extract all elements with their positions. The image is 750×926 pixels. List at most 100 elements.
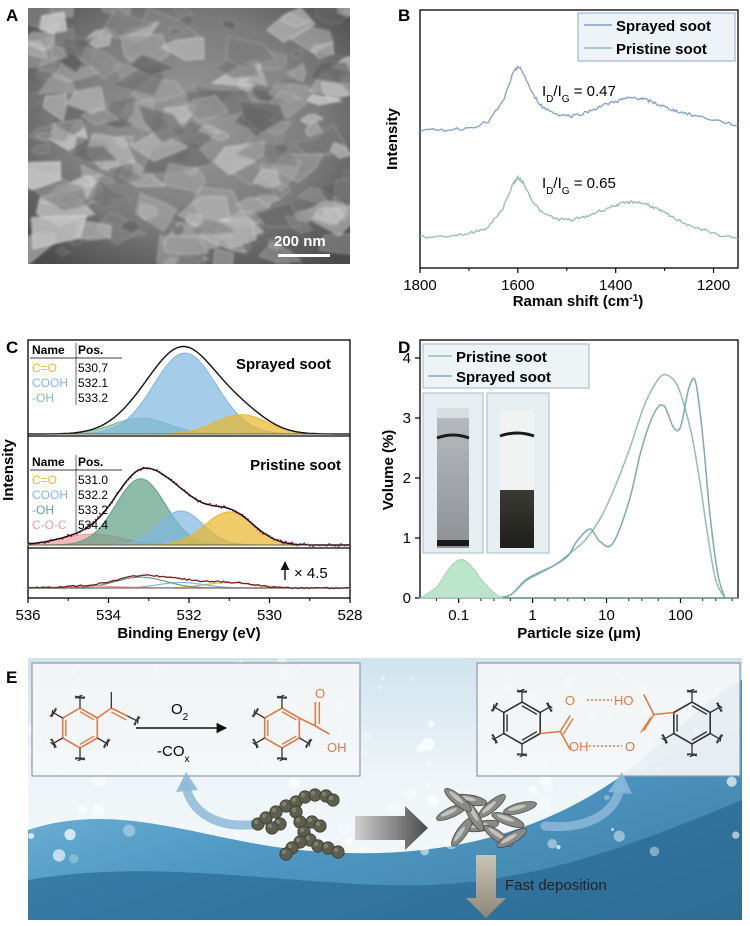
sem-flake: [198, 124, 223, 134]
spray-droplet: [380, 765, 383, 769]
sem-flake: [160, 36, 205, 61]
dimer-o-right: O: [625, 739, 635, 754]
deposition-arrow: [466, 855, 506, 918]
panel-b-xtick-label: 1200: [697, 277, 730, 294]
spray-droplet: [547, 839, 557, 849]
dimer-co: [559, 715, 571, 732]
wavy-bond: [50, 738, 57, 749]
dimer-co2: [640, 717, 652, 733]
panel-d-xlabel: Particle size (μm): [517, 625, 640, 642]
table-header-pos: Pos.: [78, 455, 103, 469]
soot-sphere: [265, 821, 279, 835]
wavy-bond: [516, 753, 528, 758]
cuvette-left-top: [437, 408, 469, 418]
ann0-d: D: [546, 94, 553, 105]
table-cell-pos: 532.2: [78, 488, 108, 502]
soot-highlight: [295, 837, 301, 843]
sem-flake: [168, 27, 186, 38]
substituent-bond: [494, 706, 505, 714]
spray-droplet: [338, 822, 352, 835]
wavy-bond: [686, 688, 698, 693]
sem-flake: [213, 248, 234, 264]
spray-droplet: [432, 818, 436, 822]
reaction-box-left: [31, 662, 361, 777]
spray-droplet: [427, 760, 432, 766]
wavy-bond: [490, 702, 499, 712]
soot-highlight: [313, 841, 319, 847]
soot-highlight: [333, 847, 339, 853]
substituent-bond: [539, 706, 550, 714]
sem-flake: [308, 61, 350, 84]
cuvette-left-liquid: [437, 410, 469, 548]
curved-arrow-right-head: [608, 772, 632, 794]
sprayed-flakes: [436, 788, 537, 848]
substituent-bond: [494, 732, 505, 740]
soot-sphere: [331, 845, 345, 859]
panel-letter-a: A: [6, 6, 19, 25]
spray-droplet: [404, 787, 417, 800]
sem-flake: [62, 36, 96, 60]
panel-c-xlabel: Binding Energy (eV): [117, 625, 260, 642]
soot-highlight: [300, 792, 306, 798]
soot-highlight: [305, 835, 311, 841]
spray-droplet: [528, 785, 538, 794]
sem-flake: [49, 44, 68, 60]
sem-flake: [28, 161, 61, 191]
legend-b-pristine: Pristine soot: [616, 41, 707, 58]
substituent-bond: [53, 712, 64, 719]
sem-flake: [68, 145, 120, 163]
spray-droplet: [378, 685, 383, 690]
sem-flake: [169, 223, 185, 238]
sem-flake: [104, 8, 156, 40]
table-cell-name: -OH: [32, 503, 54, 517]
reagent-co: -CO: [157, 743, 185, 760]
reagent-o2: O2: [171, 701, 189, 723]
spray-droplet: [556, 844, 561, 850]
table-header-name: Name: [32, 455, 65, 469]
panel-b-xtick-label: 1600: [501, 277, 534, 294]
panel-c-ylabel: Intensity: [0, 439, 17, 501]
sem-flake: [128, 53, 176, 77]
panel-letter-c: C: [6, 338, 19, 357]
sem-flake: [174, 251, 206, 264]
wavy-bond: [545, 702, 553, 713]
dimer-ho-right: HO: [614, 693, 634, 708]
carbonyl-bond: [298, 717, 316, 727]
sem-flake: [236, 83, 252, 91]
spray-droplet: [425, 782, 430, 787]
sem-flake: [106, 165, 146, 188]
sem-flake: [285, 215, 313, 234]
spray-droplet: [69, 854, 79, 864]
cuvette-right-meniscus: [499, 431, 535, 438]
sem-flake: [258, 243, 302, 262]
sem-flake: [80, 163, 106, 179]
sem-image: 200 nm: [28, 8, 350, 264]
reagent-co-sub: x: [185, 754, 190, 765]
reagent-cox: -COx: [157, 743, 190, 765]
soot-highlight: [267, 823, 273, 829]
soot-highlight: [281, 801, 287, 807]
soot-highlight: [295, 817, 301, 823]
molecule-benzoic-acid: [251, 694, 330, 762]
sem-flake: [137, 104, 188, 143]
sem-flake: [255, 194, 281, 206]
panel-d-series-1: [493, 377, 726, 599]
ann0-g: G: [562, 94, 570, 105]
sem-flake: [291, 50, 303, 60]
panel-d-fill-series: [418, 559, 504, 599]
soot-sphere: [313, 819, 327, 833]
cuvette-photo-pristine: [422, 392, 484, 554]
spray-droplet: [360, 751, 365, 756]
sem-flake: [238, 100, 286, 134]
spray-droplet: [234, 832, 239, 837]
spray-droplet: [538, 797, 551, 811]
panel-letter-b: B: [398, 6, 411, 25]
substituent-bond: [664, 732, 675, 740]
spray-droplet: [52, 849, 66, 862]
soot-highlight: [253, 819, 259, 825]
sem-flake: [174, 8, 194, 18]
sem-flake: [29, 143, 51, 156]
ocean-wave: [28, 680, 742, 920]
spray-droplet: [380, 675, 386, 681]
scale-bar: [278, 254, 330, 257]
